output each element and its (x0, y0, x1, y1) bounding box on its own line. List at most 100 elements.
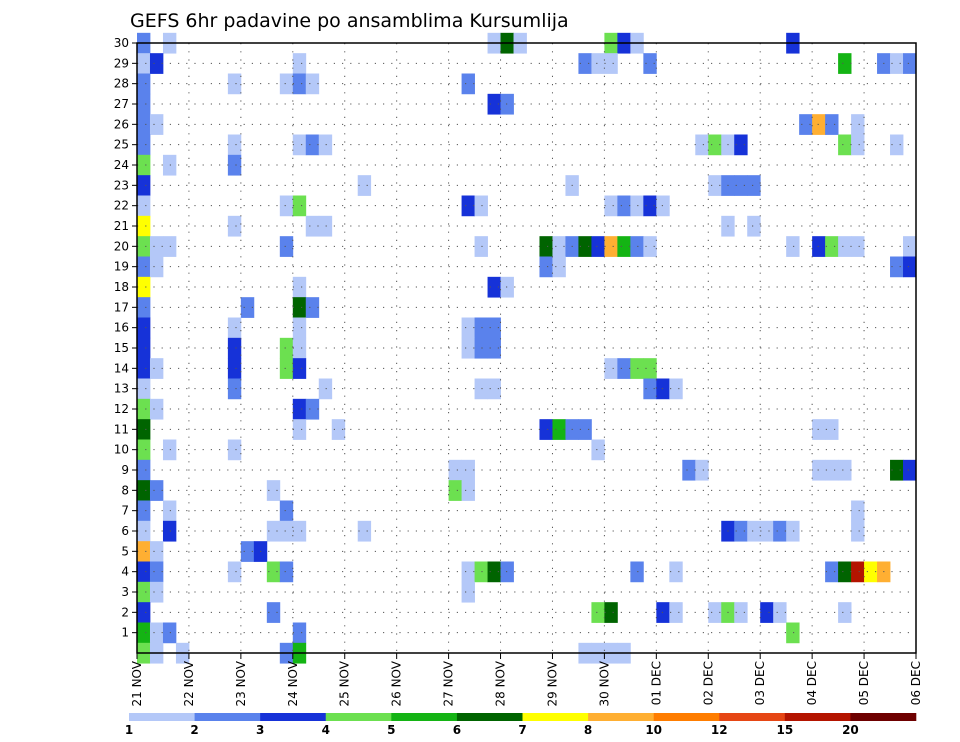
y-tick-label: 2 (121, 605, 129, 619)
heatmap-cell (838, 53, 852, 74)
x-tick-label: 24 NOV (286, 660, 300, 706)
heatmap-cell (825, 459, 839, 481)
colorbar-tick-label: 5 (387, 723, 395, 737)
heatmap-cell (487, 337, 501, 359)
heatmap-cell (474, 561, 488, 583)
heatmap-cell (682, 459, 696, 481)
colorbar-segment (391, 713, 458, 721)
heatmap-cell (461, 581, 475, 603)
heatmap-cell (137, 541, 151, 562)
heatmap-cell (838, 602, 852, 623)
y-tick-label: 28 (114, 77, 129, 91)
heatmap-cell (279, 337, 294, 359)
colorbar-tick-label: 10 (645, 723, 662, 737)
x-tick-label: 28 NOV (494, 660, 508, 706)
heatmap-cell (643, 53, 657, 74)
chart-title: GEFS 6hr padavine po ansamblima Kursumli… (130, 10, 569, 32)
heatmap-cell (292, 297, 307, 318)
heatmap-cell (747, 175, 761, 196)
heatmap-cell (851, 500, 865, 522)
heatmap-cell (331, 419, 346, 440)
heatmap-cell (137, 73, 151, 95)
y-tick-label: 8 (121, 483, 129, 497)
heatmap-cell (240, 297, 255, 318)
y-tick-label: 13 (114, 382, 129, 396)
heatmap-cell (760, 520, 774, 542)
heatmap-cell (137, 317, 151, 339)
heatmap-cell (474, 236, 488, 257)
colorbar-tick-label: 12 (711, 723, 728, 737)
heatmap-cell (812, 114, 826, 135)
heatmap-cell (630, 358, 644, 379)
heatmap-cell (137, 480, 151, 501)
heatmap-cell (903, 236, 917, 257)
y-tick-label: 11 (114, 422, 129, 436)
heatmap-cell (162, 236, 177, 257)
colorbar-tick-label: 3 (256, 723, 264, 737)
colorbar-tick-label: 15 (776, 723, 793, 737)
heatmap-cell (137, 256, 151, 278)
heatmap-cell (838, 134, 852, 156)
heatmap-cell (591, 53, 605, 74)
heatmap-cell (137, 500, 151, 522)
y-axis-ticks: 1234567891011121314151617181920212223242… (114, 36, 137, 640)
colorbar-legend: 1 2 3 4 5 6 7 8 10 12 15 20 (125, 713, 917, 737)
heatmap-cell (137, 215, 151, 237)
heatmap-cell (773, 520, 787, 542)
heatmap-cell (292, 520, 307, 542)
heatmap-cell (448, 459, 462, 481)
heatmap-cell (786, 236, 800, 257)
heatmap-cell (604, 236, 618, 257)
heatmap-cell (903, 53, 917, 74)
y-tick-label: 29 (114, 56, 129, 70)
heatmap-cell (149, 398, 164, 420)
heatmap-cell (734, 175, 748, 196)
heatmap-cell (461, 561, 475, 583)
x-tick-label: 02 DEC (701, 661, 715, 705)
heatmap-cell (266, 520, 281, 542)
x-tick-label: 23 NOV (234, 660, 248, 706)
heatmap-cell (591, 236, 605, 257)
heatmap-cell (630, 561, 644, 583)
heatmap-cell (227, 215, 242, 237)
heatmap-cell (149, 236, 164, 257)
x-tick-label: 27 NOV (442, 660, 456, 706)
colorbar-tick-label: 7 (518, 723, 526, 737)
heatmap-cell (812, 459, 826, 481)
heatmap-cell (292, 53, 307, 74)
heatmap-cell (552, 256, 566, 278)
colorbar-segment (260, 713, 327, 721)
heatmap-cell (903, 459, 917, 481)
y-tick-label: 3 (121, 585, 129, 599)
heatmap-cell (318, 215, 333, 237)
heatmap-cell (292, 358, 307, 379)
heatmap-cell (227, 561, 242, 583)
heatmap-cell (137, 378, 151, 400)
heatmap-cell (474, 317, 488, 339)
heatmap-cell (890, 256, 904, 278)
x-tick-label: 26 NOV (390, 660, 404, 706)
heatmap-cell (773, 602, 787, 623)
colorbar-tick-label: 20 (842, 723, 859, 737)
y-tick-label: 20 (114, 239, 129, 253)
heatmap-cell (461, 459, 475, 481)
heatmap-cell (643, 358, 657, 379)
heatmap-cell (137, 581, 151, 603)
heatmap-cell (669, 561, 683, 583)
y-tick-label: 12 (114, 402, 129, 416)
colorbar-segment (456, 713, 523, 721)
y-tick-label: 9 (121, 463, 129, 477)
heatmap-cell (149, 622, 164, 644)
heatmap-cell (604, 53, 618, 74)
heatmap-cell (604, 358, 618, 379)
heatmap-cell (851, 236, 865, 257)
heatmap-cell (137, 114, 151, 135)
heatmap-cell (149, 358, 164, 379)
heatmap-cell (760, 602, 774, 623)
y-tick-label: 1 (121, 626, 129, 640)
heatmap-cell (617, 236, 631, 257)
heatmap-cell (838, 459, 852, 481)
y-tick-label: 22 (114, 199, 129, 213)
heatmap-cell (487, 317, 501, 339)
heatmap-cell (292, 276, 307, 298)
